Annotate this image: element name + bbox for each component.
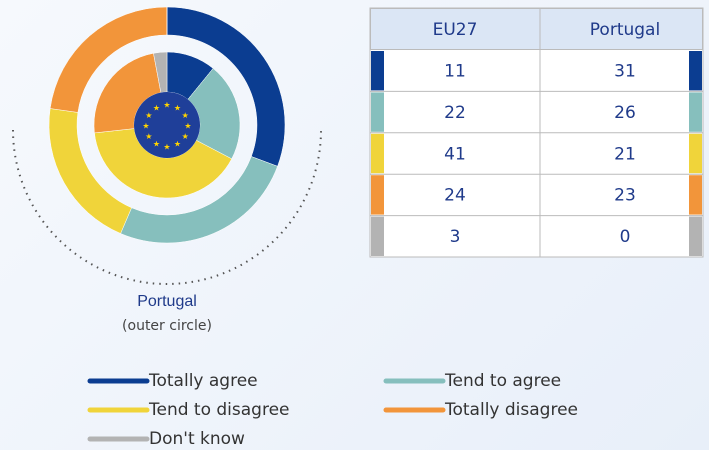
table-header-label: Portugal [590, 20, 660, 40]
row-color-left [371, 175, 384, 215]
table-value: 22 [444, 103, 466, 123]
table-value: 21 [614, 144, 636, 164]
flag-star: ★ [153, 140, 160, 149]
flag-star: ★ [145, 111, 152, 120]
dotted-arc [12, 129, 322, 285]
eu-flag [134, 92, 200, 158]
flag-star: ★ [182, 132, 189, 141]
legend-label: Tend to disagree [148, 400, 290, 420]
flag-star: ★ [174, 140, 181, 149]
table-value: 0 [620, 227, 631, 247]
row-color-right [689, 175, 702, 215]
legend-label: Totally agree [148, 371, 258, 391]
flag-star: ★ [163, 101, 170, 110]
table-header-label: EU27 [433, 20, 478, 40]
table-value: 11 [444, 62, 466, 82]
outer-note: (outer circle) [122, 318, 212, 334]
row-color-right [689, 216, 702, 256]
flag-star: ★ [184, 122, 191, 131]
flag-star: ★ [174, 103, 181, 112]
legend-label: Totally disagree [444, 400, 578, 420]
row-color-left [371, 216, 384, 256]
table-value: 3 [450, 227, 461, 247]
table-value: 41 [444, 144, 466, 164]
table-value: 31 [614, 62, 636, 82]
row-color-right [689, 133, 702, 174]
row-color-left [371, 133, 384, 174]
row-color-right [689, 51, 702, 91]
table-value: 23 [614, 186, 636, 206]
outer-label: Portugal [137, 293, 197, 310]
legend-label: Don't know [149, 429, 245, 449]
row-color-left [371, 92, 384, 132]
flag-star: ★ [163, 143, 170, 152]
legend-label: Tend to agree [444, 371, 561, 391]
flag-star: ★ [182, 111, 189, 120]
row-color-right [689, 92, 702, 132]
row-color-left [371, 51, 384, 91]
flag-star: ★ [153, 103, 160, 112]
table-header [370, 8, 703, 50]
flag-star: ★ [142, 122, 149, 131]
flag-star: ★ [145, 132, 152, 141]
table-value: 26 [614, 103, 636, 123]
table-value: 24 [444, 186, 466, 206]
